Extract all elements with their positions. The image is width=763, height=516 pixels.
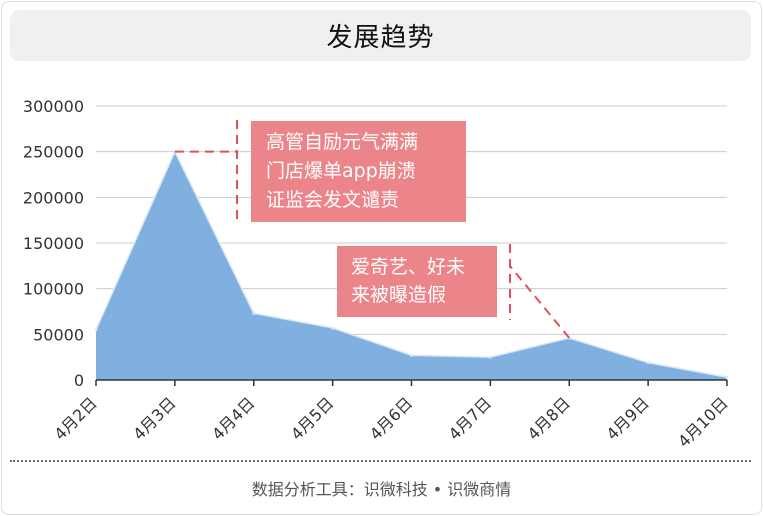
y-tick-label: 0 bbox=[74, 371, 84, 390]
x-tick-label: 4月10日 bbox=[674, 393, 732, 451]
y-tick-label: 150000 bbox=[23, 234, 84, 253]
x-tick-label: 4月7日 bbox=[445, 393, 495, 443]
y-tick-label: 100000 bbox=[23, 280, 84, 299]
footer-divider bbox=[10, 460, 751, 462]
data-point bbox=[331, 326, 335, 330]
area-fill bbox=[96, 151, 727, 380]
x-tick-label: 4月3日 bbox=[129, 393, 179, 443]
x-tick-label: 4月8日 bbox=[524, 393, 574, 443]
annotation-text: 爱奇艺、好未 bbox=[351, 256, 465, 278]
x-tick-label: 4月6日 bbox=[366, 393, 416, 443]
annotation-box bbox=[337, 246, 497, 317]
data-point bbox=[725, 375, 729, 379]
y-tick-label: 50000 bbox=[33, 325, 84, 344]
annotation-text: 证监会发文谴责 bbox=[266, 189, 399, 211]
annotation-leader bbox=[509, 265, 571, 339]
x-tick-label: 4月5日 bbox=[287, 393, 337, 443]
data-point bbox=[252, 311, 256, 315]
data-point bbox=[94, 328, 98, 332]
annotation-box bbox=[251, 121, 466, 222]
annotation-text: 来被曝造假 bbox=[351, 284, 446, 306]
x-tick-label: 4月9日 bbox=[602, 393, 652, 443]
y-tick-label: 200000 bbox=[23, 188, 84, 207]
footer-credit: 数据分析工具：识微科技 • 识微商情 bbox=[251, 480, 512, 499]
data-point bbox=[410, 353, 413, 357]
title-bar: 发展趋势 bbox=[10, 10, 751, 61]
data-point bbox=[488, 355, 492, 359]
annotation-text: 高管自励元气满满 bbox=[266, 131, 418, 153]
y-tick-label: 250000 bbox=[23, 143, 84, 162]
x-tick-label: 4月2日 bbox=[50, 393, 100, 443]
x-tick-label: 4月4日 bbox=[208, 393, 258, 443]
y-tick-label: 300000 bbox=[23, 97, 84, 116]
page-title: 发展趋势 bbox=[326, 23, 435, 53]
annotation-text: 门店爆单app崩溃 bbox=[266, 160, 416, 182]
data-point bbox=[646, 361, 650, 365]
